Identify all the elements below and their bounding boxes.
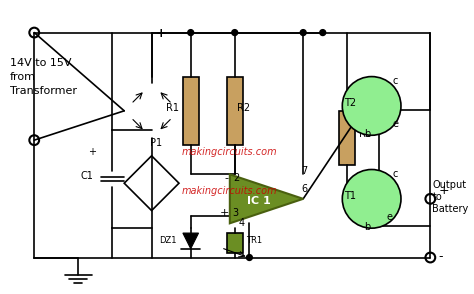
Text: makingcircuits.com: makingcircuits.com bbox=[182, 147, 278, 157]
Text: +: + bbox=[155, 27, 166, 41]
Circle shape bbox=[246, 255, 252, 260]
Text: R3: R3 bbox=[359, 129, 372, 139]
Text: -: - bbox=[438, 250, 443, 263]
Text: 6: 6 bbox=[301, 184, 307, 194]
Circle shape bbox=[342, 76, 401, 135]
Text: R1: R1 bbox=[166, 103, 179, 113]
Circle shape bbox=[300, 30, 306, 36]
Text: IC 1: IC 1 bbox=[247, 196, 271, 206]
Text: -: - bbox=[225, 173, 229, 183]
Text: +: + bbox=[219, 208, 229, 218]
Text: c: c bbox=[392, 76, 398, 86]
Polygon shape bbox=[183, 233, 199, 249]
Text: 4: 4 bbox=[238, 218, 245, 228]
Text: 14V to 15V
from
Transformer: 14V to 15V from Transformer bbox=[10, 58, 77, 96]
Text: C1: C1 bbox=[80, 171, 93, 181]
FancyBboxPatch shape bbox=[339, 111, 355, 165]
Text: b: b bbox=[364, 222, 370, 232]
Polygon shape bbox=[230, 174, 303, 223]
FancyBboxPatch shape bbox=[183, 76, 199, 145]
Text: e: e bbox=[386, 212, 392, 222]
FancyBboxPatch shape bbox=[227, 76, 243, 145]
Text: TR1: TR1 bbox=[246, 236, 263, 245]
Circle shape bbox=[232, 30, 237, 36]
Text: R2: R2 bbox=[237, 103, 250, 113]
Text: T1: T1 bbox=[344, 191, 356, 201]
Text: DZ1: DZ1 bbox=[160, 236, 177, 245]
Circle shape bbox=[320, 30, 326, 36]
Text: Output
to
Battery: Output to Battery bbox=[432, 180, 468, 213]
Text: +: + bbox=[438, 184, 449, 197]
Text: 2: 2 bbox=[233, 173, 239, 183]
Text: T2: T2 bbox=[344, 98, 356, 108]
Text: b: b bbox=[364, 129, 370, 139]
Text: makingcircuits.com: makingcircuits.com bbox=[182, 186, 278, 196]
Circle shape bbox=[188, 30, 194, 36]
Text: 7: 7 bbox=[301, 166, 308, 176]
Text: 3: 3 bbox=[233, 208, 239, 218]
Text: P1: P1 bbox=[150, 138, 163, 148]
Text: e: e bbox=[392, 119, 398, 129]
Text: c: c bbox=[392, 169, 398, 179]
FancyBboxPatch shape bbox=[227, 233, 243, 253]
Text: +: + bbox=[88, 147, 96, 157]
Circle shape bbox=[342, 170, 401, 228]
